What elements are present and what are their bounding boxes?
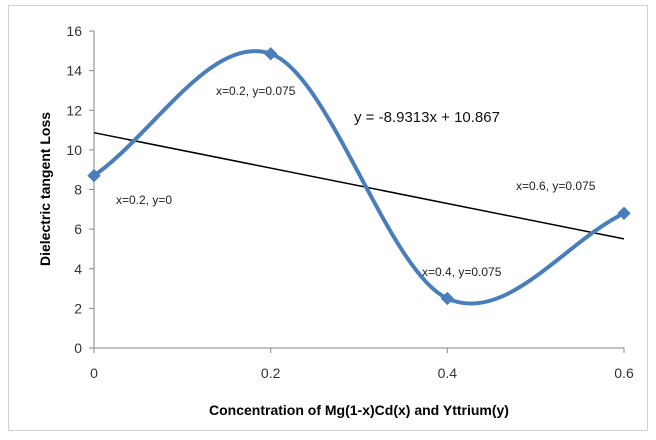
y-tick-label: 4: [74, 261, 82, 277]
data-point-marker: [617, 206, 631, 220]
y-tick-label: 6: [74, 221, 82, 237]
x-tick-label: 0.6: [614, 365, 634, 381]
data-label: x=0.2, y=0.075: [216, 84, 296, 98]
series-line: [92, 49, 625, 306]
data-point-marker: [263, 47, 278, 61]
y-tick-label: 8: [74, 182, 82, 198]
x-tick-label: 0: [90, 365, 98, 381]
tick-labels: 0 2 4 6 8 10 12 14 16 0 0.2 0.4 0.6: [66, 23, 634, 381]
series-group: [87, 47, 631, 306]
x-axis-title: Concentration of Mg(1-x)Cd(x) and Yttriu…: [209, 402, 509, 418]
data-label: x=0.6, y=0.075: [516, 179, 596, 193]
y-tick-label: 10: [66, 142, 82, 158]
data-label: x=0.2, y=0: [116, 193, 172, 207]
trendline: [93, 131, 625, 240]
data-point-marker: [440, 291, 455, 306]
annotations: y = -8.9313x + 10.867 x=0.2, y=0 x=0.2, y=…: [116, 84, 596, 279]
chart-frame: [8, 5, 648, 431]
trendline-equation: y = -8.9313x + 10.867: [354, 109, 500, 126]
y-tick-label: 2: [74, 300, 82, 316]
x-tick-label: 0.2: [261, 365, 281, 381]
x-tick-label: 0.4: [438, 365, 458, 381]
y-tick-label: 12: [66, 102, 82, 118]
y-tick-label: 14: [66, 63, 82, 79]
trendline-group: [93, 131, 625, 240]
y-tick-label: 0: [74, 340, 82, 356]
data-label: x=0.4, y=0.075: [422, 265, 502, 279]
y-axis-title: Dielectric tangent Loss: [37, 112, 53, 266]
data-point-marker: [87, 168, 101, 183]
y-tick-label: 16: [66, 23, 82, 39]
axes: [89, 30, 625, 353]
